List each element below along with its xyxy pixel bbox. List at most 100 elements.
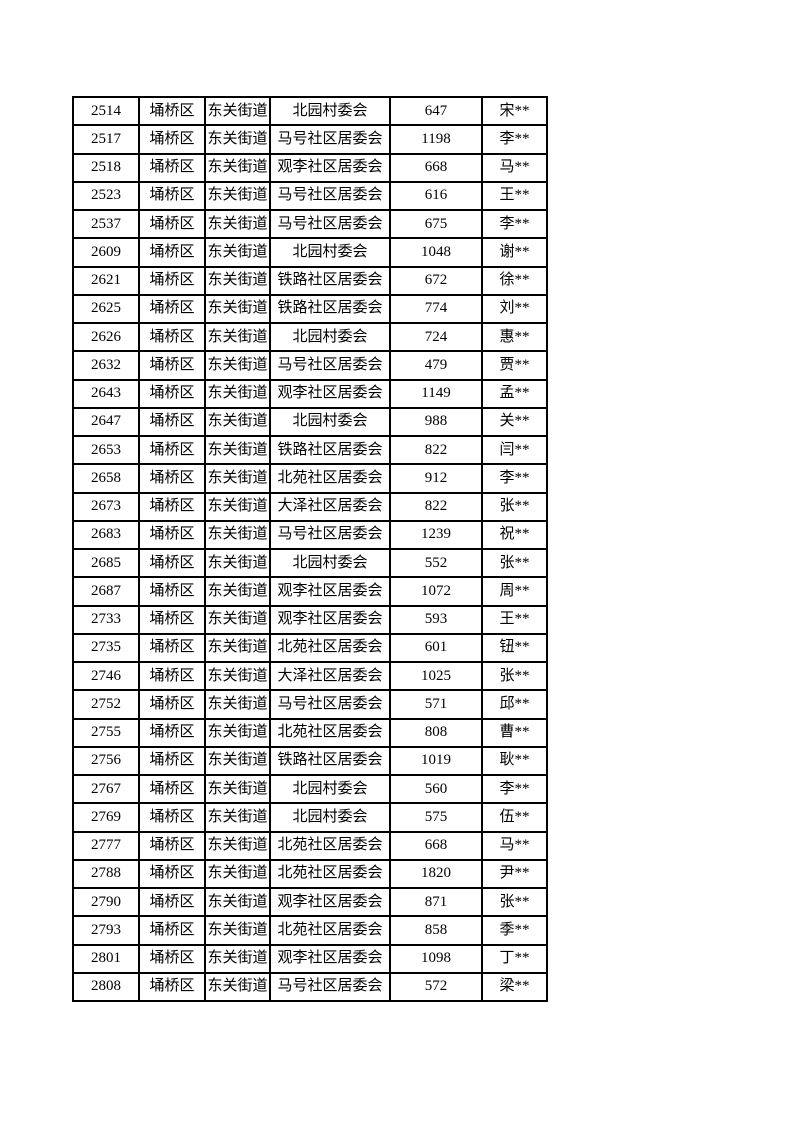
cell-serial: 2658 <box>72 463 140 494</box>
cell-serial: 2685 <box>72 547 140 579</box>
table-row: 2735 埇桥区 东关街道 北苑社区居委会 601 钮** <box>72 632 548 664</box>
cell-name: 王** <box>481 180 548 212</box>
cell-street: 东关街道 <box>204 689 271 720</box>
cell-serial: 2788 <box>72 858 140 890</box>
cell-count: 1098 <box>389 943 483 974</box>
table-row: 2653 埇桥区 东关街道 铁路社区居委会 822 闫** <box>72 434 548 466</box>
cell-count: 1198 <box>389 124 483 155</box>
cell-count: 552 <box>389 547 483 579</box>
table-row: 2769 埇桥区 东关街道 北园村委会 575 伍** <box>72 802 548 833</box>
cell-street: 东关街道 <box>204 321 271 353</box>
table-row: 2625 埇桥区 东关街道 铁路社区居委会 774 刘** <box>72 293 548 325</box>
table-row: 2755 埇桥区 东关街道 北苑社区居委会 808 曹** <box>72 717 548 748</box>
cell-count: 1820 <box>389 858 483 890</box>
cell-district: 埇桥区 <box>138 604 206 635</box>
cell-name: 张** <box>481 491 548 522</box>
cell-serial: 2683 <box>72 519 140 551</box>
cell-serial: 2793 <box>72 915 140 946</box>
cell-district: 埇桥区 <box>138 265 206 296</box>
cell-district: 埇桥区 <box>138 378 206 409</box>
cell-committee: 马号社区居委会 <box>269 519 391 551</box>
cell-count: 871 <box>389 886 483 918</box>
cell-count: 988 <box>389 406 483 438</box>
cell-name: 张** <box>481 886 548 918</box>
cell-street: 东关街道 <box>204 660 271 692</box>
cell-street: 东关街道 <box>204 830 271 861</box>
cell-district: 埇桥区 <box>138 971 206 1003</box>
cell-name: 孟** <box>481 378 548 409</box>
cell-name: 马** <box>481 152 548 183</box>
table-row: 2673 埇桥区 东关街道 大泽社区居委会 822 张** <box>72 491 548 522</box>
cell-committee: 北园村委会 <box>269 406 391 438</box>
cell-committee: 马号社区居委会 <box>269 350 391 381</box>
cell-name: 邱** <box>481 689 548 720</box>
cell-serial: 2687 <box>72 576 140 607</box>
cell-committee: 铁路社区居委会 <box>269 293 391 325</box>
cell-district: 埇桥区 <box>138 830 206 861</box>
cell-name: 关** <box>481 406 548 438</box>
cell-name: 周** <box>481 576 548 607</box>
cell-serial: 2801 <box>72 943 140 974</box>
cell-serial: 2735 <box>72 632 140 664</box>
cell-committee: 北园村委会 <box>269 95 391 127</box>
table-row: 2523 埇桥区 东关街道 马号社区居委会 616 王** <box>72 180 548 212</box>
table-row: 2756 埇桥区 东关街道 铁路社区居委会 1019 耿** <box>72 745 548 777</box>
table-row: 2647 埇桥区 东关街道 北园村委会 988 关** <box>72 406 548 438</box>
cell-committee: 铁路社区居委会 <box>269 434 391 466</box>
cell-serial: 2518 <box>72 152 140 183</box>
cell-district: 埇桥区 <box>138 434 206 466</box>
cell-serial: 2626 <box>72 321 140 353</box>
cell-district: 埇桥区 <box>138 124 206 155</box>
cell-name: 耿** <box>481 745 548 777</box>
cell-serial: 2746 <box>72 660 140 692</box>
cell-committee: 铁路社区居委会 <box>269 265 391 296</box>
cell-street: 东关街道 <box>204 124 271 155</box>
cell-serial: 2733 <box>72 604 140 635</box>
cell-street: 东关街道 <box>204 293 271 325</box>
cell-district: 埇桥区 <box>138 632 206 664</box>
cell-committee: 观李社区居委会 <box>269 152 391 183</box>
table-row: 2643 埇桥区 东关街道 观李社区居委会 1149 孟** <box>72 378 548 409</box>
table-row: 2621 埇桥区 东关街道 铁路社区居委会 672 徐** <box>72 265 548 296</box>
cell-district: 埇桥区 <box>138 463 206 494</box>
cell-committee: 北苑社区居委会 <box>269 830 391 861</box>
cell-street: 东关街道 <box>204 745 271 777</box>
cell-street: 东关街道 <box>204 632 271 664</box>
cell-committee: 马号社区居委会 <box>269 689 391 720</box>
roster-table-body: 2514 埇桥区 东关街道 北园村委会 647 宋** 2517 埇桥区 东关街道 马号社区居委会… <box>72 95 548 1003</box>
cell-street: 东关街道 <box>204 237 271 268</box>
cell-committee: 北苑社区居委会 <box>269 632 391 664</box>
cell-committee: 马号社区居委会 <box>269 124 391 155</box>
cell-name: 尹** <box>481 858 548 890</box>
cell-count: 858 <box>389 915 483 946</box>
table-row: 2658 埇桥区 东关街道 北苑社区居委会 912 李** <box>72 463 548 494</box>
cell-serial: 2643 <box>72 378 140 409</box>
table-row: 2788 埇桥区 东关街道 北苑社区居委会 1820 尹** <box>72 858 548 890</box>
table-row: 2733 埇桥区 东关街道 观李社区居委会 593 王** <box>72 604 548 635</box>
cell-street: 东关街道 <box>204 95 271 127</box>
cell-committee: 北园村委会 <box>269 237 391 268</box>
cell-street: 东关街道 <box>204 802 271 833</box>
cell-serial: 2647 <box>72 406 140 438</box>
cell-district: 埇桥区 <box>138 745 206 777</box>
cell-district: 埇桥区 <box>138 717 206 748</box>
cell-committee: 北苑社区居委会 <box>269 858 391 890</box>
cell-name: 惠** <box>481 321 548 353</box>
cell-name: 张** <box>481 547 548 579</box>
cell-count: 822 <box>389 434 483 466</box>
cell-committee: 马号社区居委会 <box>269 208 391 240</box>
cell-street: 东关街道 <box>204 491 271 522</box>
table-row: 2793 埇桥区 东关街道 北苑社区居委会 858 季** <box>72 915 548 946</box>
cell-street: 东关街道 <box>204 152 271 183</box>
cell-count: 647 <box>389 95 483 127</box>
cell-committee: 北园村委会 <box>269 773 391 805</box>
cell-district: 埇桥区 <box>138 152 206 183</box>
table-row: 2746 埇桥区 东关街道 大泽社区居委会 1025 张** <box>72 660 548 692</box>
cell-count: 571 <box>389 689 483 720</box>
cell-committee: 观李社区居委会 <box>269 886 391 918</box>
cell-street: 东关街道 <box>204 180 271 212</box>
cell-district: 埇桥区 <box>138 406 206 438</box>
cell-name: 季** <box>481 915 548 946</box>
cell-street: 东关街道 <box>204 378 271 409</box>
